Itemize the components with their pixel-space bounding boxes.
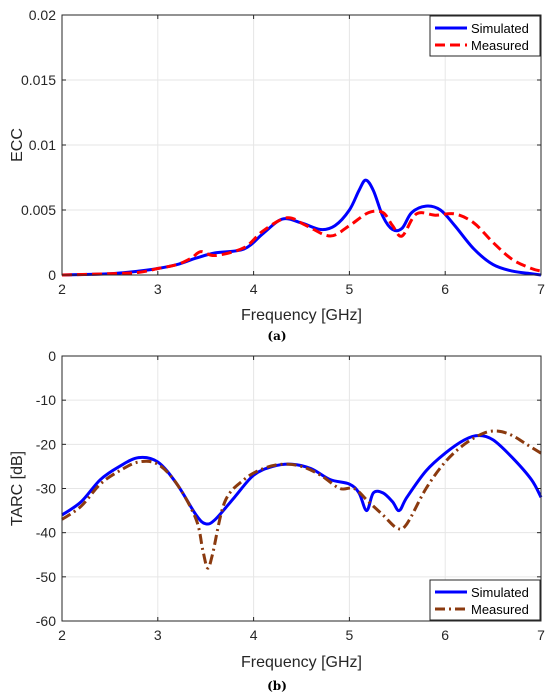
y-tick-label: -30 [36,481,56,497]
chart-panel-b: 2 3 4 5 6 7 0 -10 -20 -30 -40 -50 -60 Frequency [GHz… [9,348,545,671]
legend-box [429,579,541,621]
y-tick-label: 0.01 [29,137,56,153]
y-axis-label: TARC [dB] [9,451,26,526]
y-tick-label: 0 [48,348,56,364]
series-line-simulated [61,434,543,526]
ticks: 2 3 4 5 6 7 0 -10 -20 -30 -40 -50 -60 [36,348,545,643]
x-tick-label: 6 [441,627,449,643]
x-tick-label: 3 [154,627,162,643]
legend: Simulated Measured [429,15,541,57]
caption-b: (b) [267,679,287,693]
series-group [61,178,542,277]
series-line-measured [61,429,542,570]
x-tick-label: 7 [537,281,545,297]
y-axis-label: ECC [9,128,26,162]
x-tick-label: 5 [346,627,354,643]
y-tick-label: 0.015 [21,72,56,88]
series-line-measured [61,209,542,277]
y-tick-label: -20 [36,436,56,452]
legend-label: Simulated [471,585,529,600]
legend-box [429,15,541,57]
x-tick-label: 6 [441,281,449,297]
x-tick-label: 7 [537,627,545,643]
y-tick-label: 0 [48,267,56,283]
ticks: 2 3 4 5 6 7 0 0.005 0.01 0.015 0.02 [21,7,545,297]
chart-panel-a: 2 3 4 5 6 7 0 0.005 0.01 0.015 0.02 Frequency [GHz… [9,7,545,324]
x-tick-label: 2 [58,281,66,297]
y-tick-label: 0.005 [21,202,56,218]
x-axis-label: Frequency [GHz] [241,307,362,324]
y-tick-label: -10 [36,392,56,408]
y-tick-label: 0.02 [29,7,56,23]
x-axis-label: Frequency [GHz] [241,654,362,671]
y-tick-label: -50 [36,569,56,585]
x-tick-label: 4 [250,281,258,297]
legend: Simulated Measured [429,579,541,621]
x-tick-label: 3 [154,281,162,297]
legend-label: Measured [471,602,529,617]
x-tick-label: 2 [58,627,66,643]
x-tick-label: 5 [346,281,354,297]
x-tick-label: 4 [250,627,258,643]
caption-a: (a) [267,329,286,343]
y-tick-label: -60 [36,613,56,629]
legend-label: Measured [471,38,529,53]
y-tick-label: -40 [36,525,56,541]
legend-label: Simulated [471,21,529,36]
series-group [61,429,543,570]
